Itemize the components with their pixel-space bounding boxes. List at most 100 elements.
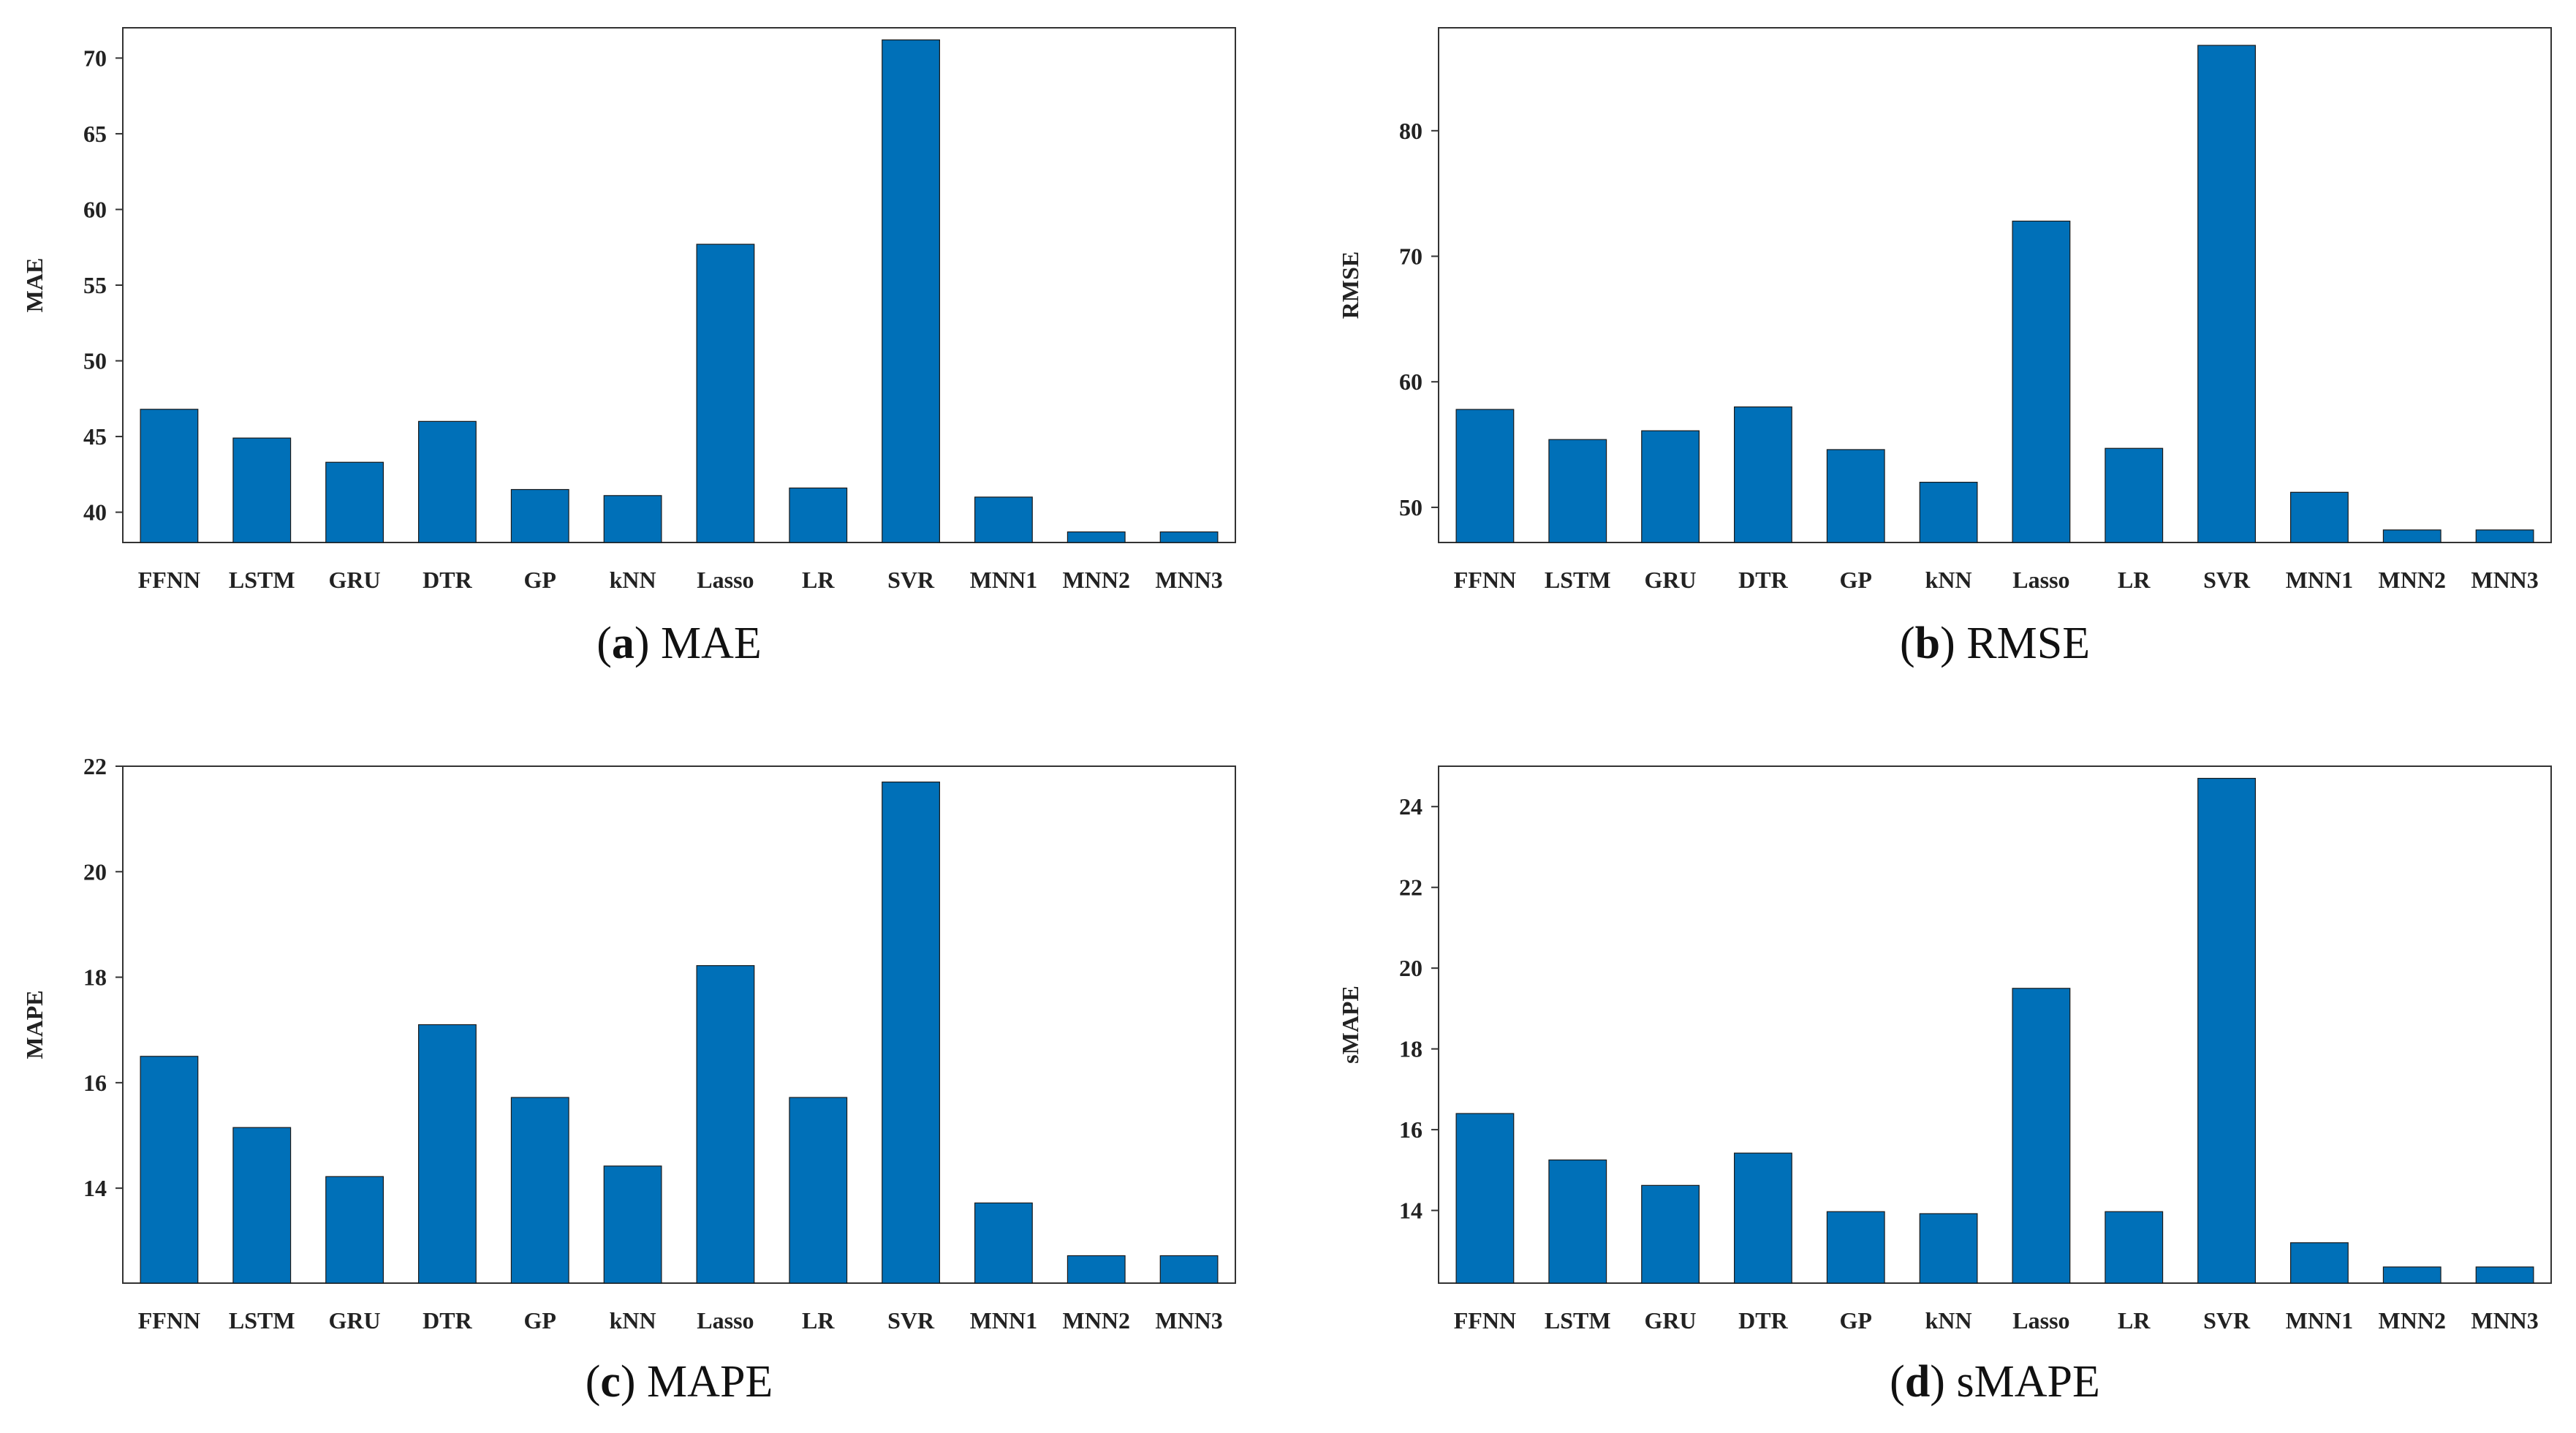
bar-dtr bbox=[1733, 1152, 1792, 1284]
bar-mnn1 bbox=[974, 1202, 1033, 1284]
bar-lstm bbox=[1548, 1159, 1607, 1284]
bar-gru bbox=[1641, 430, 1700, 543]
x-tick-label: MNN1 bbox=[970, 567, 1037, 593]
x-tick-label: GRU bbox=[329, 1307, 381, 1334]
y-tick-label: 24 bbox=[1399, 793, 1423, 820]
bar-knn bbox=[1919, 1213, 1978, 1284]
y-tick-label: 40 bbox=[83, 499, 107, 526]
x-tick-label: LSTM bbox=[229, 1307, 295, 1334]
bar-mnn2 bbox=[2382, 1266, 2441, 1284]
x-tick-label: DTR bbox=[423, 1307, 472, 1334]
y-tick-label: 60 bbox=[1399, 368, 1423, 395]
bar-gp bbox=[1826, 1211, 1885, 1284]
y-tick-label: 50 bbox=[83, 348, 107, 374]
x-tick-label: MNN3 bbox=[1155, 567, 1222, 593]
x-tick-label: MNN1 bbox=[970, 1307, 1037, 1334]
bar-lstm bbox=[232, 437, 292, 543]
x-tick-label: DTR bbox=[423, 567, 472, 593]
x-tick-label: FFNN bbox=[138, 1307, 200, 1334]
x-tick-label: MNN2 bbox=[2379, 567, 2446, 593]
x-tick-label: FFNN bbox=[1454, 567, 1516, 593]
y-tick-label: 22 bbox=[83, 753, 107, 779]
x-tick-label: GP bbox=[524, 1307, 556, 1334]
x-tick-label: FFNN bbox=[138, 567, 200, 593]
x-tick-label: MNN1 bbox=[2286, 567, 2353, 593]
bar-ffnn bbox=[140, 409, 199, 543]
x-tick-label: LSTM bbox=[1545, 1307, 1611, 1334]
bar-ffnn bbox=[140, 1056, 199, 1284]
bar-knn bbox=[603, 495, 662, 543]
bar-mnn2 bbox=[1067, 531, 1126, 543]
y-tick-label: 20 bbox=[1399, 955, 1423, 981]
x-tick-label: LSTM bbox=[229, 567, 295, 593]
bar-gru bbox=[325, 1176, 384, 1284]
x-tick-label: SVR bbox=[887, 567, 935, 593]
panel-caption: (c) MAPE bbox=[586, 1357, 773, 1407]
bar-dtr bbox=[1733, 406, 1792, 543]
bar-mnn3 bbox=[2475, 529, 2534, 543]
x-tick-label: kNN bbox=[1925, 567, 1972, 593]
bar-lstm bbox=[1548, 439, 1607, 543]
x-tick-label: LR bbox=[2118, 1307, 2151, 1334]
x-tick-label: LR bbox=[802, 567, 835, 593]
x-tick-label: MNN3 bbox=[1155, 1307, 1222, 1334]
bar-lasso bbox=[696, 965, 755, 1284]
x-tick-label: SVR bbox=[2203, 567, 2251, 593]
y-axis-label: sMAPE bbox=[1337, 986, 1363, 1064]
bar-mnn2 bbox=[1067, 1255, 1126, 1284]
bar-mnn2 bbox=[2382, 529, 2441, 543]
y-tick-label: 50 bbox=[1399, 494, 1423, 521]
bar-lasso bbox=[2012, 220, 2071, 543]
bar-dtr bbox=[417, 420, 477, 543]
y-tick-label: 45 bbox=[83, 423, 107, 450]
chart-panel-mae: FFNN LSTM GRU DTR GP kNN Lasso LR SVR MNN1 MNN2 MNN… bbox=[21, 27, 1236, 668]
x-tick-label: GRU bbox=[1645, 1307, 1697, 1334]
bar-gp bbox=[1826, 449, 1885, 543]
y-axis-label: RMSE bbox=[1337, 252, 1363, 319]
bar-knn bbox=[1919, 481, 1978, 543]
bar-mnn1 bbox=[2289, 1242, 2349, 1284]
y-tick-label: 14 bbox=[83, 1175, 107, 1201]
bar-svr bbox=[2197, 45, 2257, 543]
bar-gru bbox=[325, 461, 384, 543]
bar-svr bbox=[2197, 777, 2257, 1284]
x-tick-label: LSTM bbox=[1545, 567, 1611, 593]
bar-svr bbox=[882, 39, 941, 543]
panel-caption: (b) RMSE bbox=[1900, 619, 2090, 668]
y-tick-label: 70 bbox=[1399, 243, 1423, 270]
bar-lr bbox=[2105, 1211, 2164, 1284]
y-tick-label: 22 bbox=[1399, 874, 1423, 901]
y-tick-label: 16 bbox=[83, 1070, 107, 1096]
x-tick-label: GP bbox=[524, 567, 556, 593]
bar-lasso bbox=[2012, 988, 2071, 1284]
x-tick-label: DTR bbox=[1738, 1307, 1788, 1334]
x-tick-label: Lasso bbox=[697, 567, 754, 593]
y-axis-label: MAPE bbox=[21, 990, 48, 1059]
x-tick-label: kNN bbox=[1925, 1307, 1972, 1334]
chart-panel-mape: FFNN LSTM GRU DTR GP kNN Lasso LR SVR MNN1 MNN2 MNN… bbox=[21, 753, 1236, 1407]
x-tick-label: SVR bbox=[887, 1307, 935, 1334]
panel-caption: (a) MAE bbox=[596, 619, 762, 668]
bar-lr bbox=[2105, 447, 2164, 543]
x-tick-label: kNN bbox=[610, 1307, 656, 1334]
y-tick-label: 65 bbox=[83, 121, 107, 147]
bar-mnn3 bbox=[1159, 531, 1219, 543]
x-tick-label: MNN3 bbox=[2471, 567, 2538, 593]
y-tick-label: 16 bbox=[1399, 1116, 1423, 1143]
bar-dtr bbox=[417, 1024, 477, 1284]
bar-gp bbox=[510, 488, 569, 543]
plot-frame bbox=[1438, 765, 2552, 1284]
x-tick-label: Lasso bbox=[697, 1307, 754, 1334]
x-tick-label: kNN bbox=[610, 567, 656, 593]
x-tick-label: DTR bbox=[1738, 567, 1788, 593]
y-tick-label: 60 bbox=[83, 196, 107, 222]
bar-gru bbox=[1641, 1184, 1700, 1284]
y-tick-label: 55 bbox=[83, 272, 107, 298]
bar-mnn3 bbox=[2475, 1266, 2534, 1284]
bar-ffnn bbox=[1455, 409, 1515, 543]
y-tick-label: 18 bbox=[1399, 1036, 1423, 1062]
x-tick-label: LR bbox=[802, 1307, 835, 1334]
x-tick-label: GRU bbox=[329, 567, 381, 593]
bar-gp bbox=[510, 1097, 569, 1284]
